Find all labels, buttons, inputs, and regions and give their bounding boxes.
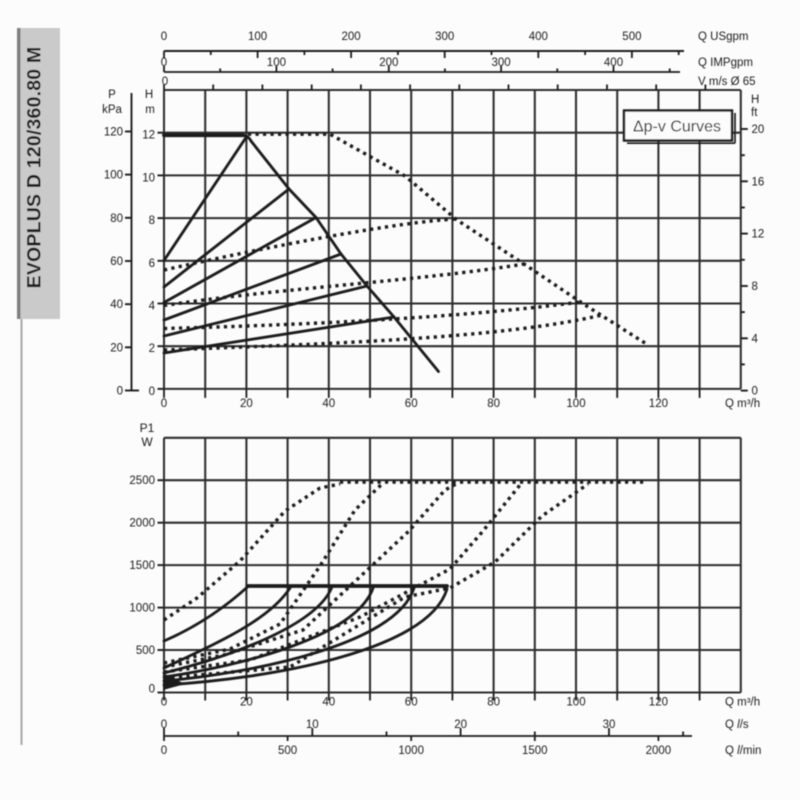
svg-text:0: 0 bbox=[161, 697, 167, 709]
svg-text:80: 80 bbox=[487, 398, 500, 410]
svg-text:0: 0 bbox=[149, 386, 155, 398]
svg-text:8: 8 bbox=[752, 281, 758, 293]
svg-text:Q IMPgpm: Q IMPgpm bbox=[698, 57, 753, 69]
svg-text:Q m³/h: Q m³/h bbox=[725, 398, 760, 410]
svg-text:EVOPLUS D 120/360.80 M: EVOPLUS D 120/360.80 M bbox=[24, 47, 46, 289]
svg-text:Q m³/h: Q m³/h bbox=[725, 697, 760, 709]
svg-text:2: 2 bbox=[149, 343, 155, 355]
svg-text:kPa: kPa bbox=[102, 104, 122, 116]
svg-text:0: 0 bbox=[162, 76, 168, 88]
svg-text:300: 300 bbox=[435, 31, 454, 43]
svg-text:2000: 2000 bbox=[129, 518, 155, 530]
svg-text:60: 60 bbox=[405, 697, 418, 709]
svg-text:200: 200 bbox=[379, 57, 398, 69]
svg-text:1000: 1000 bbox=[398, 745, 424, 757]
svg-text:V m/s Ø 65: V m/s Ø 65 bbox=[698, 76, 756, 88]
svg-text:6: 6 bbox=[149, 258, 155, 270]
svg-text:0: 0 bbox=[161, 745, 167, 757]
svg-text:80: 80 bbox=[487, 697, 500, 709]
svg-text:80: 80 bbox=[110, 213, 123, 225]
svg-text:0: 0 bbox=[149, 684, 155, 696]
svg-text:H: H bbox=[145, 89, 153, 101]
svg-text:300: 300 bbox=[492, 57, 511, 69]
svg-text:60: 60 bbox=[405, 398, 418, 410]
svg-text:0: 0 bbox=[161, 719, 167, 731]
svg-text:Δp-v Curves: Δp-v Curves bbox=[633, 119, 721, 136]
svg-text:100: 100 bbox=[566, 697, 585, 709]
svg-text:500: 500 bbox=[278, 745, 297, 757]
svg-text:20: 20 bbox=[240, 398, 253, 410]
svg-text:40: 40 bbox=[322, 697, 335, 709]
svg-text:ft: ft bbox=[751, 107, 758, 119]
svg-text:30: 30 bbox=[603, 719, 616, 731]
svg-text:1000: 1000 bbox=[129, 603, 155, 615]
svg-text:200: 200 bbox=[342, 31, 361, 43]
svg-text:P: P bbox=[108, 89, 116, 101]
svg-text:20: 20 bbox=[240, 697, 253, 709]
svg-text:10: 10 bbox=[306, 719, 319, 731]
svg-text:0: 0 bbox=[161, 31, 167, 43]
svg-text:Q l/s: Q l/s bbox=[725, 719, 749, 731]
svg-text:0: 0 bbox=[752, 386, 758, 398]
svg-text:500: 500 bbox=[622, 31, 641, 43]
svg-text:40: 40 bbox=[322, 398, 335, 410]
svg-text:1500: 1500 bbox=[129, 560, 155, 572]
svg-text:20: 20 bbox=[752, 124, 765, 136]
svg-text:120: 120 bbox=[649, 697, 668, 709]
svg-text:16: 16 bbox=[752, 176, 765, 188]
svg-text:120: 120 bbox=[104, 127, 123, 139]
svg-text:Q l/min: Q l/min bbox=[725, 745, 761, 757]
svg-text:2500: 2500 bbox=[129, 475, 155, 487]
svg-text:20: 20 bbox=[454, 719, 467, 731]
svg-text:m: m bbox=[145, 104, 155, 116]
svg-text:500: 500 bbox=[136, 645, 155, 657]
svg-text:100: 100 bbox=[248, 31, 267, 43]
svg-text:4: 4 bbox=[149, 301, 156, 313]
svg-text:8: 8 bbox=[149, 215, 155, 227]
svg-text:100: 100 bbox=[104, 170, 123, 182]
svg-text:400: 400 bbox=[604, 57, 623, 69]
svg-text:400: 400 bbox=[529, 31, 548, 43]
svg-text:1500: 1500 bbox=[522, 745, 548, 757]
svg-text:40: 40 bbox=[110, 299, 123, 311]
svg-text:0: 0 bbox=[117, 386, 123, 398]
svg-text:W: W bbox=[141, 435, 153, 449]
svg-text:12: 12 bbox=[752, 229, 765, 241]
svg-text:60: 60 bbox=[110, 256, 123, 268]
svg-text:H: H bbox=[751, 94, 759, 106]
svg-text:20: 20 bbox=[110, 342, 123, 354]
svg-text:0: 0 bbox=[161, 398, 167, 410]
svg-text:0: 0 bbox=[161, 57, 167, 69]
svg-text:Q USgpm: Q USgpm bbox=[698, 31, 749, 43]
svg-text:100: 100 bbox=[566, 398, 585, 410]
svg-text:12: 12 bbox=[142, 130, 155, 142]
svg-text:2000: 2000 bbox=[646, 745, 672, 757]
svg-text:120: 120 bbox=[649, 398, 668, 410]
svg-text:4: 4 bbox=[752, 333, 759, 345]
svg-text:10: 10 bbox=[142, 172, 155, 184]
svg-text:100: 100 bbox=[267, 57, 286, 69]
svg-text:P1: P1 bbox=[140, 421, 155, 435]
